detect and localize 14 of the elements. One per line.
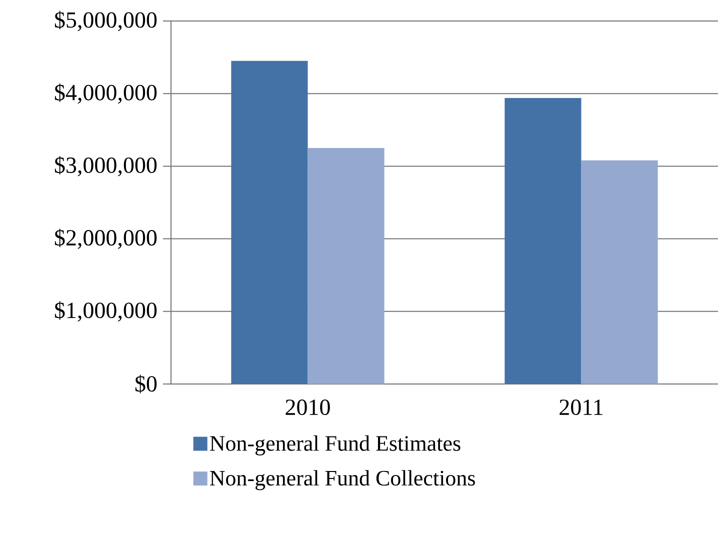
bar bbox=[231, 60, 308, 384]
x-tick-label: 2011 bbox=[560, 400, 602, 416]
y-tick-label: $1,000,000 bbox=[54, 301, 157, 322]
y-tick-label: $0 bbox=[135, 374, 157, 394]
x-tick-label: 2010 bbox=[286, 400, 330, 416]
bar bbox=[581, 160, 658, 384]
y-tick-label: $3,000,000 bbox=[54, 156, 157, 176]
y-tick-label: $4,000,000 bbox=[54, 83, 157, 104]
legend-label: Non-general Fund Collections bbox=[210, 470, 475, 490]
bar bbox=[504, 98, 582, 384]
bar bbox=[308, 148, 384, 384]
y-tick-label: $5,000,000 bbox=[54, 10, 157, 32]
y-tick-label: $2,000,000 bbox=[54, 228, 157, 249]
legend-label: Non-general Fund Estimates bbox=[210, 435, 460, 456]
